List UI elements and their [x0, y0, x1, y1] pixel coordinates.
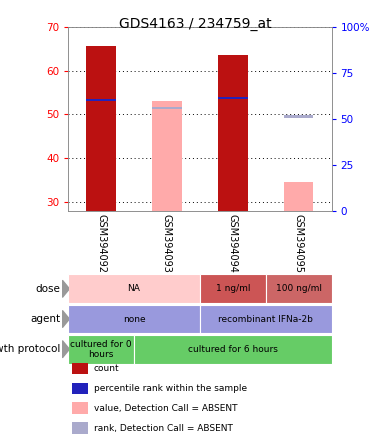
Text: cultured for 0
hours: cultured for 0 hours — [70, 340, 132, 359]
Text: cultured for 6 hours: cultured for 6 hours — [188, 345, 278, 354]
Text: GDS4163 / 234759_at: GDS4163 / 234759_at — [119, 17, 271, 31]
Bar — [200, 305, 332, 333]
Text: GSM394093: GSM394093 — [162, 214, 172, 273]
Polygon shape — [62, 310, 69, 328]
Text: growth protocol: growth protocol — [0, 344, 60, 354]
Polygon shape — [62, 280, 69, 297]
Bar — [284, 182, 314, 211]
Text: GSM394092: GSM394092 — [96, 214, 106, 273]
Bar — [68, 305, 200, 333]
Text: 100 ng/ml: 100 ng/ml — [276, 284, 322, 293]
Text: rank, Detection Call = ABSENT: rank, Detection Call = ABSENT — [94, 424, 232, 432]
Bar — [200, 274, 266, 303]
Text: count: count — [94, 364, 119, 373]
Text: percentile rank within the sample: percentile rank within the sample — [94, 384, 247, 392]
Text: 1 ng/ml: 1 ng/ml — [216, 284, 250, 293]
Bar — [152, 107, 182, 109]
Bar — [68, 335, 134, 364]
Bar — [218, 55, 248, 211]
Text: recombinant IFNa-2b: recombinant IFNa-2b — [218, 314, 313, 324]
Bar — [86, 46, 116, 211]
Bar — [68, 274, 200, 303]
Text: GSM394094: GSM394094 — [228, 214, 238, 273]
Text: agent: agent — [30, 314, 60, 324]
Bar — [218, 97, 248, 99]
Text: GSM394095: GSM394095 — [294, 214, 303, 273]
Bar — [152, 101, 182, 211]
Text: NA: NA — [128, 284, 140, 293]
Text: value, Detection Call = ABSENT: value, Detection Call = ABSENT — [94, 404, 237, 412]
Bar — [134, 335, 332, 364]
Text: none: none — [123, 314, 145, 324]
Bar — [266, 274, 332, 303]
Bar — [284, 115, 314, 118]
Bar — [86, 99, 116, 101]
Text: dose: dose — [35, 284, 60, 294]
Polygon shape — [62, 341, 69, 358]
